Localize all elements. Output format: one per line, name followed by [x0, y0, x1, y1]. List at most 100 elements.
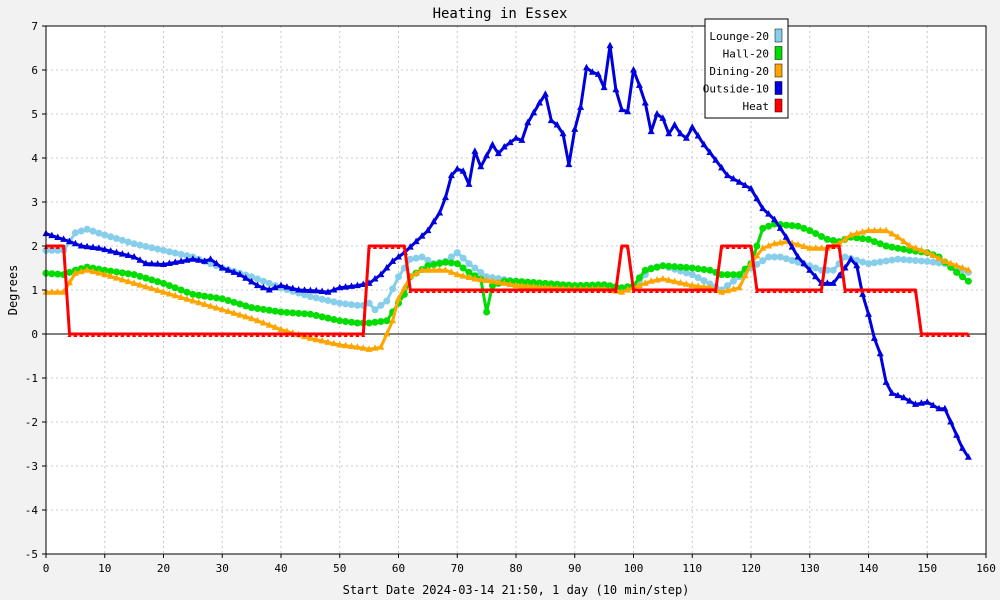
data-point	[383, 297, 391, 305]
data-point	[136, 256, 144, 263]
data-point	[494, 278, 502, 285]
data-point	[418, 232, 426, 239]
data-point	[306, 293, 314, 301]
series-outside-10	[42, 41, 972, 460]
data-point	[83, 266, 91, 273]
data-point	[453, 270, 461, 278]
data-point	[54, 288, 62, 295]
data-point	[747, 184, 755, 192]
data-point	[455, 289, 460, 293]
data-point	[806, 227, 814, 235]
data-point	[89, 227, 97, 235]
data-point	[343, 333, 348, 337]
data-point	[190, 333, 195, 337]
data-point	[54, 233, 62, 240]
data-point	[490, 289, 495, 293]
data-point	[130, 253, 138, 260]
data-point	[402, 245, 407, 249]
data-point	[765, 242, 773, 249]
data-point	[130, 279, 138, 286]
data-point	[541, 279, 549, 287]
data-point	[700, 283, 708, 290]
data-point	[953, 261, 961, 269]
data-point	[894, 391, 902, 399]
data-point	[900, 256, 908, 264]
data-point	[160, 288, 167, 295]
data-point	[447, 259, 455, 267]
data-point	[655, 289, 659, 293]
data-point	[248, 304, 256, 312]
data-point	[230, 268, 238, 275]
x-tick-label: 50	[333, 562, 346, 575]
data-point	[118, 236, 126, 244]
data-point	[953, 268, 961, 276]
data-point	[207, 255, 214, 262]
data-point	[725, 245, 730, 249]
data-point	[142, 274, 150, 282]
data-point	[165, 248, 173, 256]
y-axis-ticks: -5 -4 -3 -2 -1 0 1 2 3 4 5 6 7	[25, 20, 46, 561]
data-point	[894, 233, 902, 240]
data-point	[859, 258, 867, 266]
data-point	[966, 333, 971, 337]
data-point	[136, 241, 144, 249]
data-point	[271, 323, 279, 330]
data-point	[565, 160, 573, 168]
data-point	[348, 318, 355, 326]
data-point	[66, 278, 73, 286]
data-point	[265, 321, 273, 328]
data-point	[301, 291, 308, 299]
data-point	[259, 305, 267, 313]
data-point	[931, 333, 936, 337]
data-point	[371, 275, 379, 282]
data-point	[118, 275, 126, 283]
data-point	[959, 444, 966, 451]
data-point	[95, 269, 103, 276]
data-point	[923, 398, 931, 405]
y-tick-label: 3	[31, 196, 38, 209]
legend-label: Lounge-20	[709, 30, 769, 43]
data-point	[682, 264, 690, 272]
data-point	[536, 279, 543, 287]
data-point	[794, 240, 802, 248]
data-point	[326, 333, 330, 337]
data-point	[649, 289, 654, 293]
data-point	[882, 257, 890, 265]
data-point	[377, 318, 385, 326]
data-point	[207, 302, 214, 309]
data-point	[731, 245, 736, 249]
data-point	[906, 256, 914, 264]
y-tick-label: 4	[31, 152, 38, 165]
data-point	[719, 245, 724, 249]
data-point	[95, 229, 103, 237]
data-point	[512, 134, 520, 141]
data-point	[489, 282, 496, 290]
data-point	[735, 271, 743, 279]
data-point	[136, 281, 144, 288]
data-point	[753, 242, 761, 250]
data-point	[866, 289, 871, 293]
data-point	[107, 272, 115, 279]
data-point	[447, 171, 455, 179]
data-point	[113, 248, 120, 256]
data-point	[906, 246, 914, 254]
data-point	[306, 334, 314, 341]
data-point	[888, 243, 896, 251]
legend: Lounge-20 Hall-20 Dining-20 Outside-10 Heat	[703, 18, 789, 119]
data-point	[447, 253, 455, 261]
data-point	[665, 262, 673, 270]
data-point	[759, 257, 767, 265]
data-point	[741, 181, 749, 188]
data-point	[635, 274, 643, 282]
data-point	[183, 295, 191, 302]
data-point	[700, 265, 708, 273]
data-point	[631, 289, 636, 293]
data-point	[865, 226, 872, 234]
data-point	[437, 289, 442, 293]
data-point	[643, 289, 648, 293]
data-point	[876, 349, 884, 357]
data-point	[512, 277, 520, 285]
data-point	[555, 289, 560, 293]
x-tick-label: 100	[624, 562, 644, 575]
data-point	[823, 235, 831, 243]
